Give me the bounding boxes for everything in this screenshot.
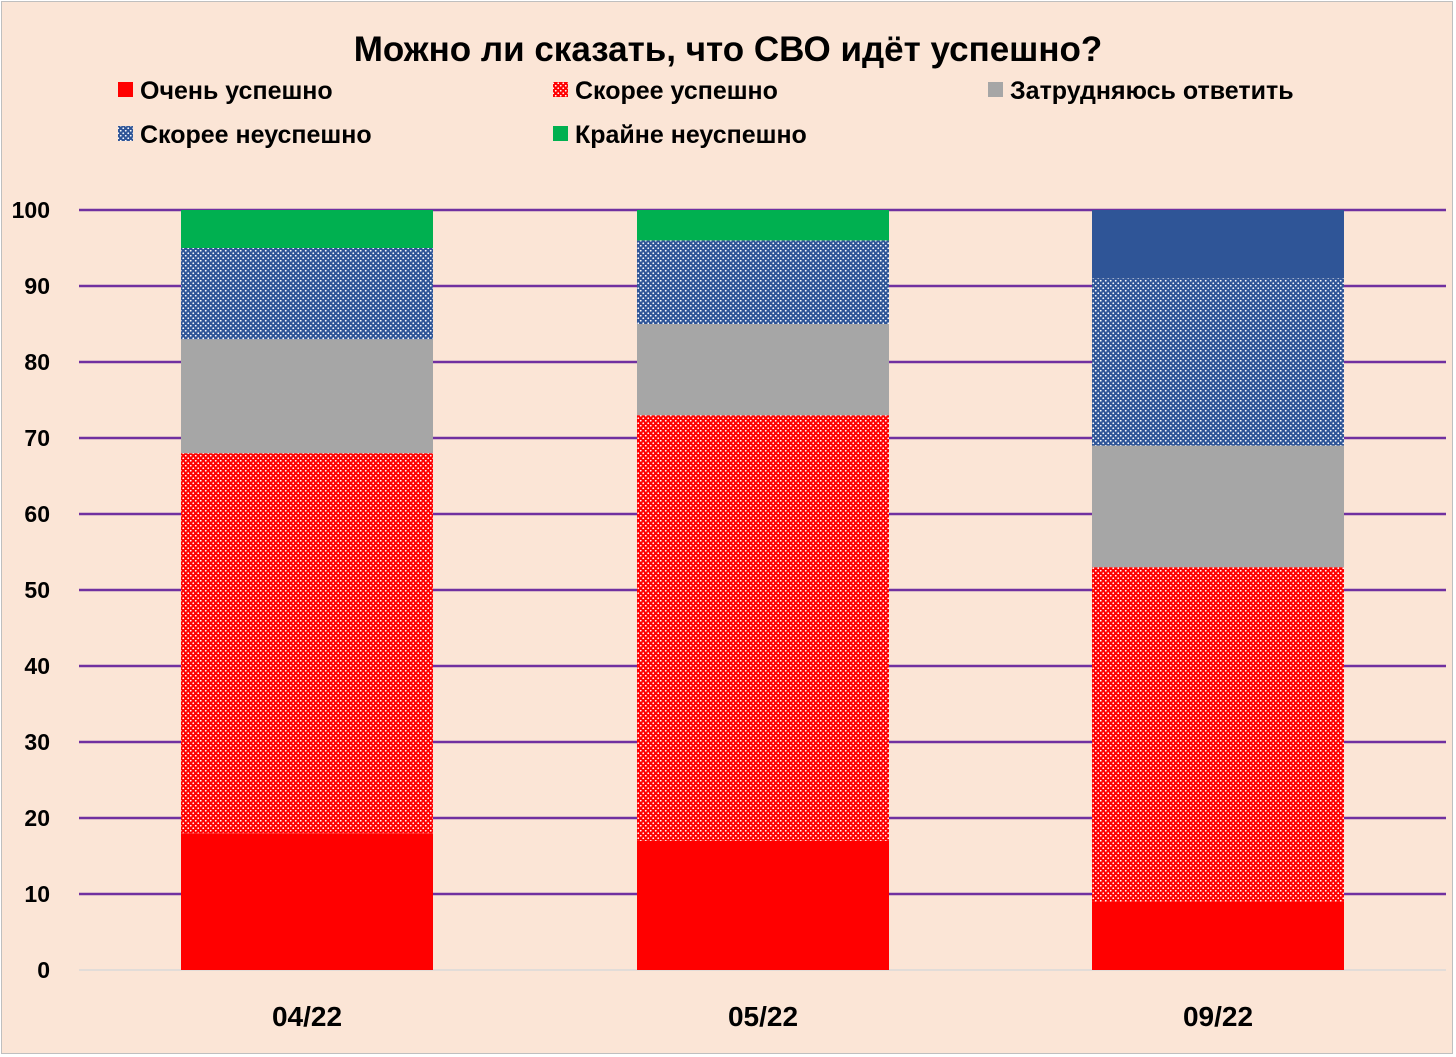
y-tick-label: 50 bbox=[24, 577, 50, 603]
y-tick-label: 40 bbox=[24, 653, 50, 679]
bar-segment-Скорее-неуспешно bbox=[181, 248, 433, 340]
bars bbox=[181, 210, 1344, 970]
chart-title: Можно ли сказать, что СВО идёт успешно? bbox=[354, 30, 1103, 69]
bar-segment-Скорее-неуспешно bbox=[1092, 278, 1344, 446]
legend: Очень успешно Скорее успешно Затрудняюсь о… bbox=[118, 77, 1294, 149]
legend-item: Крайне неуспешно bbox=[553, 121, 807, 149]
bar-stack-09-22 bbox=[1092, 210, 1344, 970]
bar-segment-Крайне-неуспешно bbox=[181, 210, 433, 248]
legend-item: Скорее неуспешно bbox=[118, 121, 372, 149]
legend-label: Затрудняюсь ответить bbox=[1010, 77, 1294, 105]
y-tick-label: 80 bbox=[24, 349, 50, 375]
legend-label: Скорее неуспешно bbox=[140, 121, 372, 149]
legend-item: Скорее успешно bbox=[553, 77, 778, 105]
legend-item: Затрудняюсь ответить bbox=[988, 77, 1294, 105]
y-tick-label: 30 bbox=[24, 729, 50, 755]
legend-swatch bbox=[553, 126, 568, 141]
legend-swatch bbox=[118, 126, 133, 141]
bar-stack-04-22 bbox=[181, 210, 433, 970]
y-tick-label: 10 bbox=[24, 881, 50, 907]
y-axis-ticks: 0 10 20 30 40 50 60 70 80 90 100 bbox=[12, 197, 50, 983]
bar-segment-Очень-успешно bbox=[637, 840, 889, 970]
x-tick-label: 09/22 bbox=[1183, 1001, 1253, 1032]
y-tick-label: 20 bbox=[24, 805, 50, 831]
y-tick-label: 0 bbox=[37, 957, 50, 983]
legend-label: Очень успешно bbox=[140, 77, 333, 105]
legend-swatch bbox=[553, 82, 568, 97]
y-tick-label: 60 bbox=[24, 501, 50, 527]
bar-stack-05-22 bbox=[637, 210, 889, 970]
y-tick-label: 70 bbox=[24, 425, 50, 451]
bar-segment-Затрудняюсь-ответить bbox=[181, 339, 433, 454]
bar-segment-Очень-успешно bbox=[181, 833, 433, 970]
x-tick-label: 04/22 bbox=[272, 1001, 342, 1032]
bar-segment-Скорее-неуспешно bbox=[637, 240, 889, 324]
legend-swatch bbox=[118, 82, 133, 97]
bar-segment-Скорее-успешно bbox=[637, 415, 889, 841]
legend-label: Крайне неуспешно bbox=[575, 121, 807, 149]
bar-segment-Крайне-неуспешно bbox=[637, 210, 889, 241]
y-tick-label: 100 bbox=[12, 197, 50, 223]
y-tick-label: 90 bbox=[24, 273, 50, 299]
x-axis-categories: 04/22 05/22 09/22 bbox=[272, 1001, 1253, 1032]
legend-label: Скорее успешно bbox=[575, 77, 778, 105]
legend-swatch bbox=[988, 82, 1003, 97]
x-tick-label: 05/22 bbox=[728, 1001, 798, 1032]
bar-segment-Очень-успешно bbox=[1092, 901, 1344, 970]
legend-item: Очень успешно bbox=[118, 77, 333, 105]
bar-segment-Скорее-успешно bbox=[1092, 567, 1344, 902]
bar-segment-Затрудняюсь-ответить bbox=[637, 324, 889, 416]
bar-segment-unlabeled bbox=[1092, 210, 1344, 279]
bar-segment-Затрудняюсь-ответить bbox=[1092, 445, 1344, 568]
bar-segment-Скорее-успешно bbox=[181, 453, 433, 834]
